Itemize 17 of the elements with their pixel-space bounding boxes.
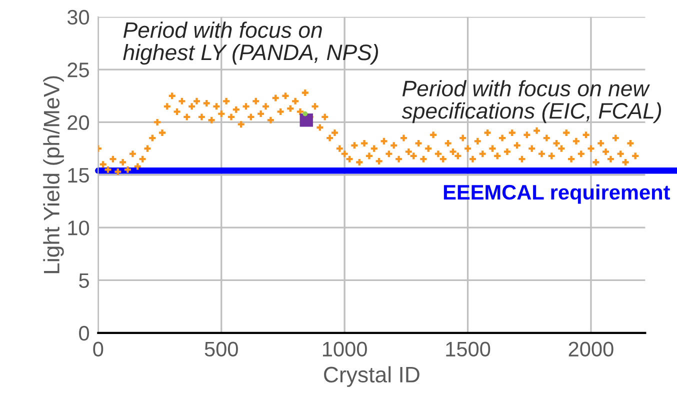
y-tick-label: 30 bbox=[67, 10, 90, 25]
x-tick-label: 2000 bbox=[568, 342, 614, 357]
y-tick-label: 20 bbox=[68, 115, 90, 130]
ref-line-label: EEEMCAL requirement bbox=[444, 184, 670, 204]
y-tick-label: 25 bbox=[68, 62, 89, 78]
x-tick-label: 500 bbox=[204, 342, 238, 357]
y-tick-label: 15 bbox=[68, 168, 89, 183]
x-tick-label: 0 bbox=[93, 342, 104, 357]
y-tick-label: 5 bbox=[79, 273, 89, 288]
annotation: Period with focus on highest LY (PANDA, NPS) bbox=[123, 22, 378, 65]
x-tick-label: 1500 bbox=[446, 342, 490, 357]
y-tick-label: 10 bbox=[68, 220, 90, 236]
annotation: Period with focus on new specifications (EIC, FCAL) bbox=[402, 80, 662, 124]
x-tick-label: 1000 bbox=[322, 342, 367, 357]
y-tick-label: 0 bbox=[79, 326, 90, 341]
y-axis-title: Light Yield (ph/MeV) bbox=[43, 76, 64, 274]
x-axis-title: Crystal ID bbox=[324, 366, 420, 387]
